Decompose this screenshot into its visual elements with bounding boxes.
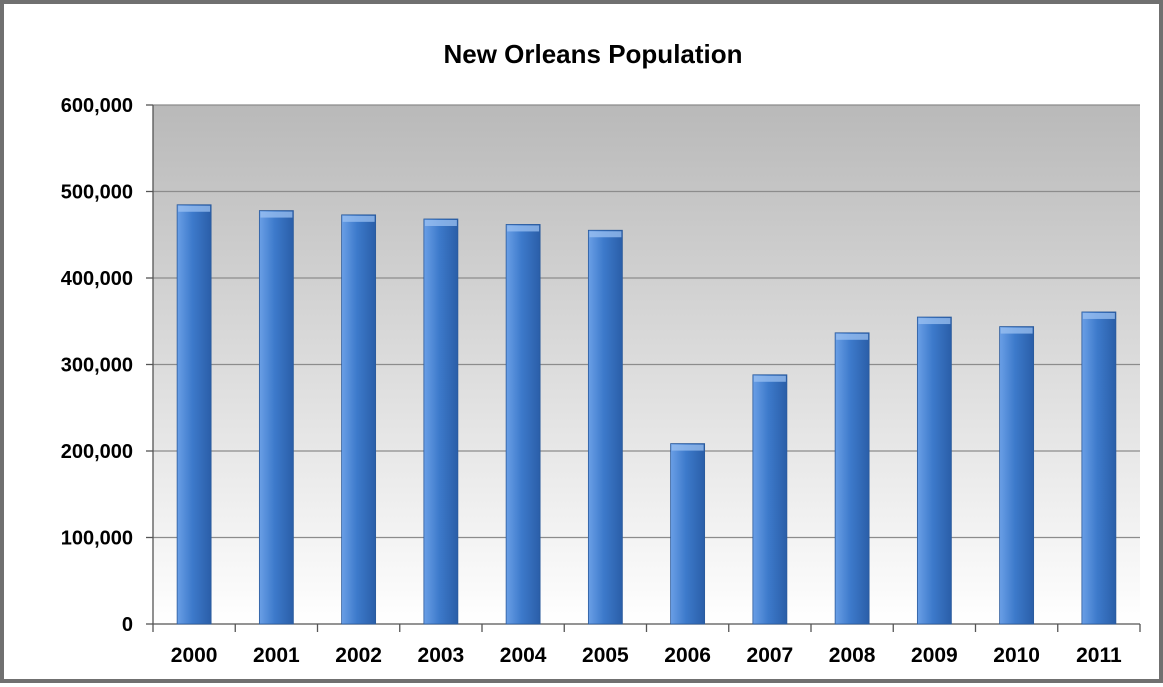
bar xyxy=(258,210,294,625)
y-tick-label: 500,000 xyxy=(61,182,133,204)
bar-top-highlight xyxy=(507,225,540,232)
x-tick-label: 2003 xyxy=(418,644,465,667)
chart-title: New Orleans Population xyxy=(443,39,742,69)
x-tick-label: 2007 xyxy=(747,644,794,667)
bar-top-highlight xyxy=(589,231,622,238)
x-tick-label: 2011 xyxy=(1076,644,1122,667)
bar-top-highlight xyxy=(671,444,704,451)
x-tick-label: 2009 xyxy=(911,644,958,667)
bar xyxy=(1081,311,1117,625)
bar-top-highlight xyxy=(342,215,375,222)
bar-top-highlight xyxy=(753,375,786,382)
bar xyxy=(423,218,459,625)
x-tick-label: 2000 xyxy=(171,644,218,667)
y-tick-label: 0 xyxy=(122,614,133,636)
bar xyxy=(587,229,623,625)
y-tick-label: 300,000 xyxy=(61,355,133,377)
y-tick-label: 200,000 xyxy=(61,441,133,463)
x-tick-label: 2010 xyxy=(993,644,1040,667)
bar xyxy=(341,214,377,625)
bar xyxy=(176,204,212,625)
y-tick-label: 400,000 xyxy=(61,268,133,290)
bar-chart: New Orleans Population 0 100,000 200,000 30… xyxy=(61,39,1141,667)
bar-top-highlight xyxy=(836,333,869,340)
x-tick-label: 2002 xyxy=(335,644,382,667)
bar xyxy=(752,374,788,625)
bar-top-highlight xyxy=(1082,312,1115,319)
x-tick-label: 2004 xyxy=(500,644,547,667)
bar xyxy=(834,332,870,625)
bar xyxy=(916,316,952,625)
y-tick-label: 100,000 xyxy=(61,528,133,550)
bar xyxy=(670,443,706,625)
bar xyxy=(505,224,541,625)
bar-top-highlight xyxy=(424,219,457,226)
y-tick-label: 600,000 xyxy=(61,95,133,117)
bar xyxy=(999,326,1035,625)
x-tick-label: 2005 xyxy=(582,644,629,667)
bar-top-highlight xyxy=(1000,327,1033,334)
bar-top-highlight xyxy=(178,205,211,212)
x-tick-label: 2001 xyxy=(253,644,300,667)
bar-top-highlight xyxy=(260,211,293,218)
x-tick-label: 2006 xyxy=(664,644,711,667)
bar-top-highlight xyxy=(918,318,951,325)
x-tick-label: 2008 xyxy=(829,644,876,667)
